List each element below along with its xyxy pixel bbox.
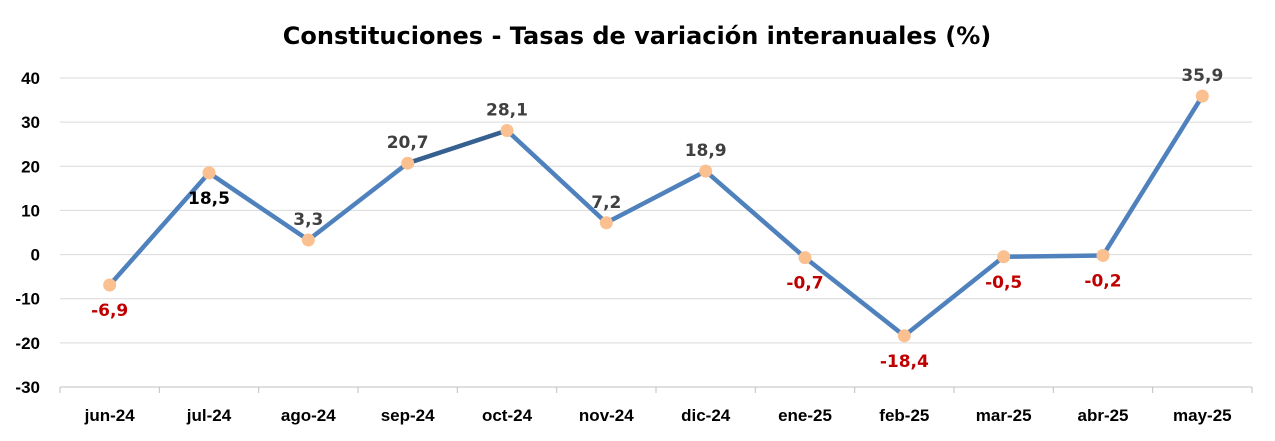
x-tick-label: ago-24: [281, 406, 336, 425]
y-tick-label: -30: [15, 378, 40, 397]
x-tick-label: dic-24: [681, 406, 731, 425]
x-tick-label: jul-24: [186, 406, 232, 425]
y-axis-ticks: 40 30 20 10 0 -10 -20 -30: [15, 69, 40, 397]
line-segment: [107, 170, 212, 288]
data-label: 35,9: [1181, 66, 1223, 86]
y-tick-label: 30: [21, 113, 40, 132]
series-line: [107, 93, 1205, 339]
data-labels: -6,9 18,5 3,3 20,7 28,1 7,2 18,9 -0,7 -18,4 -0,5 -…: [91, 66, 1223, 372]
y-tick-label: 10: [21, 201, 40, 220]
y-tick-label: -20: [15, 334, 40, 353]
data-point: [401, 156, 415, 170]
data-label: 20,7: [387, 133, 429, 153]
series-markers: [103, 89, 1209, 343]
data-label: 18,9: [685, 141, 727, 161]
line-segment: [604, 168, 708, 226]
line-segment: [306, 160, 410, 243]
x-tick-label: mar-25: [976, 406, 1032, 425]
x-tick-label: oct-24: [482, 406, 533, 425]
data-point: [202, 166, 216, 180]
data-label: -0,5: [985, 273, 1022, 293]
line-segment: [1001, 253, 1106, 260]
data-point: [798, 251, 812, 265]
data-point: [301, 233, 315, 247]
data-label: -6,9: [91, 301, 128, 321]
data-point: [699, 164, 713, 178]
data-point: [1195, 89, 1209, 103]
y-tick-label: -10: [15, 290, 40, 309]
data-label: 3,3: [293, 210, 323, 230]
y-tick-label: 20: [21, 157, 40, 176]
line-segment: [504, 128, 609, 226]
x-tick-label: feb-25: [879, 406, 929, 425]
line-segment: [703, 168, 808, 260]
data-point: [997, 250, 1011, 264]
x-tick-label: jun-24: [84, 406, 136, 425]
line-segment: [1100, 93, 1205, 258]
chart-title: Constituciones - Tasas de variación inte…: [283, 22, 991, 50]
line-segment: [405, 128, 510, 166]
x-tick-label: sep-24: [381, 406, 435, 425]
data-label: -18,4: [880, 352, 929, 372]
x-tick-label: may-25: [1173, 406, 1232, 425]
data-label: 28,1: [486, 101, 528, 121]
gridlines: [59, 77, 1253, 393]
data-label: 7,2: [591, 193, 621, 213]
x-tick-label: ene-25: [778, 406, 832, 425]
data-point: [500, 124, 514, 138]
data-point: [1096, 248, 1110, 262]
data-point: [897, 329, 911, 343]
data-label: -0,2: [1084, 271, 1121, 291]
data-label: -0,7: [786, 274, 823, 294]
y-tick-label: 40: [21, 69, 40, 88]
y-tick-label: 0: [31, 246, 40, 265]
line-segment: [902, 254, 1006, 339]
x-tick-label: nov-24: [579, 406, 634, 425]
line-segment: [206, 170, 311, 243]
data-label: 18,5: [188, 189, 230, 209]
x-tick-label: abr-25: [1077, 406, 1128, 425]
data-point: [103, 278, 117, 292]
data-point: [599, 216, 613, 230]
line-segment: [802, 255, 907, 339]
x-axis-ticks: jun-24 jul-24 ago-24 sep-24 oct-24 nov-24 dic-…: [84, 406, 1232, 425]
